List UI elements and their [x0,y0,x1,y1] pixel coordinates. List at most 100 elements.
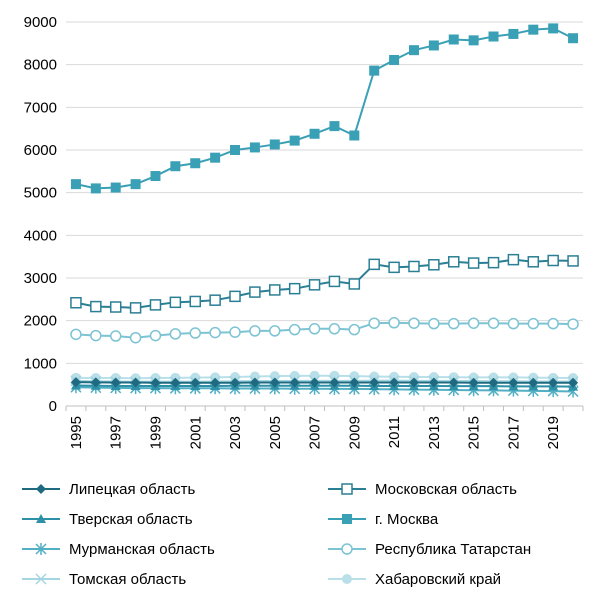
x-tick-label: 2003 [227,416,244,449]
data-point [567,255,579,267]
x-tick-label: 2019 [545,416,562,449]
data-point [488,377,499,388]
data-point [448,377,459,388]
data-point [388,261,400,274]
data-point [548,23,559,34]
data-point [528,24,539,35]
x-tick-label: 1995 [68,416,85,449]
data-point [329,121,340,132]
y-tick-label: 7000 [24,99,57,116]
y-tick-label: 2000 [24,313,57,330]
data-point [129,302,142,314]
legend-item: Хабаровский край [328,571,501,588]
data-point [288,323,301,336]
data-point [467,317,480,329]
legend-label: Республика Татарстан [375,541,531,558]
data-point [408,377,419,388]
data-point [389,54,400,65]
series-path [75,384,574,388]
data-point [547,254,559,267]
data-point [109,301,122,313]
data-point [348,278,361,290]
data-point [209,294,221,306]
data-point [388,317,400,329]
data-point [527,256,540,268]
data-point [448,34,459,45]
data-point [448,372,459,383]
legend: Липецкая область Московская область Тверск… [22,481,531,588]
data-point [488,31,499,42]
data-point [249,142,260,153]
data-point [368,258,380,271]
series-line [70,23,579,194]
data-point [269,377,280,388]
data-point [308,279,321,291]
data-point [288,282,301,295]
data-point [130,179,141,190]
data-point [468,377,479,388]
data-point [149,299,162,311]
data-point [528,372,539,383]
series-line [70,317,579,344]
x-tick-label: 2015 [466,416,483,449]
legend-item: Мурманская область [22,541,215,558]
x-tick-label: 2001 [187,416,204,449]
x-tick-label: 2013 [426,416,443,449]
data-point [508,28,519,39]
data-point [428,259,440,271]
data-point [308,323,321,335]
data-point [289,377,300,388]
data-point [329,377,340,388]
data-point [150,377,161,388]
legend-item: Тверская область [22,511,193,528]
data-point [369,65,380,76]
data-point [488,372,499,383]
series-path [75,386,574,393]
data-point [528,377,539,388]
series-path [75,379,574,383]
data-point [368,317,380,329]
data-point [70,328,82,341]
y-tick-label: 6000 [24,142,57,159]
data-point [90,183,101,194]
y-tick-label: 0 [49,398,57,415]
data-point [348,323,361,336]
data-point [408,260,420,273]
series-path [75,27,574,190]
data-point [35,543,47,555]
data-point [189,295,201,308]
legend-label: Томская область [69,571,186,588]
data-point [210,377,221,388]
data-point [468,372,479,383]
data-point [468,35,479,46]
data-point [448,317,460,330]
data-point [110,377,121,388]
data-point [130,377,141,388]
data-point [229,326,241,338]
data-point [507,253,520,266]
y-tick-label: 8000 [24,57,57,74]
series-line [70,377,579,388]
data-point [269,284,281,296]
data-point [328,323,341,335]
data-point [341,543,353,555]
x-tick-label: 1999 [147,416,164,449]
series-line [70,253,579,314]
data-point [210,152,221,163]
legend-item: г. Москва [328,511,439,528]
data-point [342,514,352,524]
legend-label: Липецкая область [69,481,196,498]
data-point [229,290,241,303]
y-tick-label: 5000 [24,185,57,202]
data-point [170,377,181,388]
data-point [508,372,519,383]
data-point [190,377,201,388]
data-point [428,377,439,388]
data-point [190,158,201,169]
data-point [428,40,439,51]
data-point [36,514,46,523]
data-point [389,377,400,388]
series-path [75,381,574,384]
data-point [508,377,519,388]
